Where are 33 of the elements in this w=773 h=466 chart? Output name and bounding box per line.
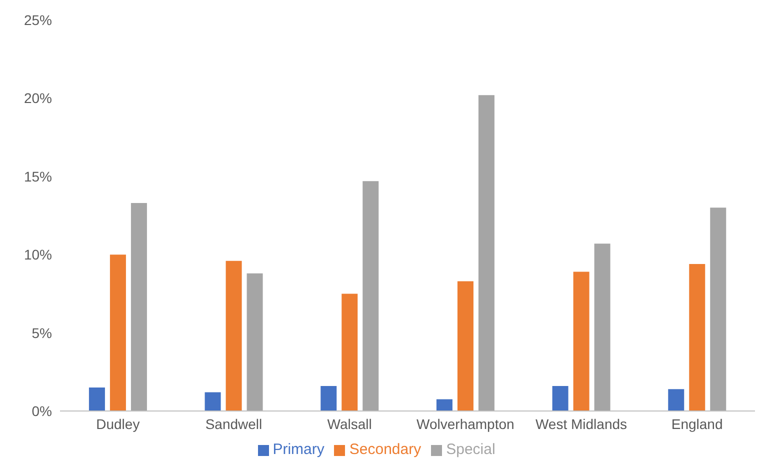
bar bbox=[457, 281, 474, 411]
legend-label: Secondary bbox=[349, 441, 422, 458]
x-tick-label: England bbox=[671, 416, 723, 432]
x-tick-label: Walsall bbox=[327, 416, 372, 432]
y-tick-label: 10% bbox=[24, 246, 52, 263]
bar bbox=[130, 202, 147, 411]
bar bbox=[88, 388, 105, 411]
bar bbox=[478, 95, 494, 411]
bar bbox=[342, 294, 358, 411]
bar bbox=[668, 389, 684, 411]
bar bbox=[689, 264, 706, 411]
bar bbox=[362, 181, 379, 411]
bar bbox=[246, 273, 263, 411]
bar bbox=[573, 272, 590, 411]
legend-label: Primary bbox=[272, 441, 324, 458]
x-tick-label: Dudley bbox=[96, 416, 140, 432]
y-tick-label: 5% bbox=[32, 324, 52, 341]
bar bbox=[320, 386, 337, 411]
bar bbox=[710, 208, 726, 411]
x-tick-label: Sandwell bbox=[205, 416, 262, 432]
y-tick-label: 15% bbox=[24, 168, 52, 184]
bar bbox=[204, 392, 221, 411]
bar bbox=[226, 260, 242, 411]
y-tick-label: 20% bbox=[24, 90, 52, 106]
y-tick-label: 0% bbox=[32, 402, 52, 419]
x-tick-label: Wolverhampton bbox=[416, 416, 514, 432]
bar bbox=[436, 399, 452, 411]
bar bbox=[552, 386, 568, 411]
legend-label: Special bbox=[446, 441, 496, 458]
bar bbox=[110, 254, 126, 411]
x-tick-label: West Midlands bbox=[535, 416, 628, 432]
y-tick-label: 25% bbox=[24, 12, 52, 28]
bar bbox=[594, 244, 610, 411]
